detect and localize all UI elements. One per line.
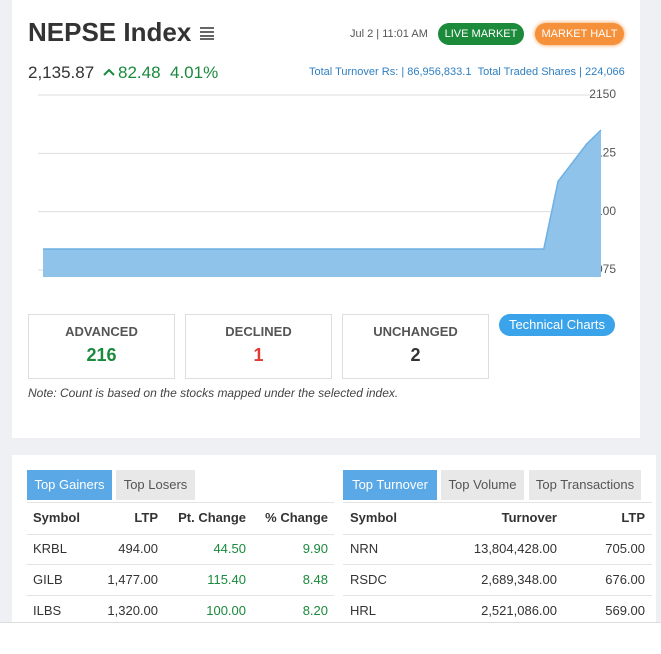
tab[interactable]: Top Turnover xyxy=(343,470,437,500)
cell: 569.00 xyxy=(605,603,645,618)
row-border xyxy=(27,564,334,596)
row-border xyxy=(27,533,334,565)
date: Jul 2 | 11:01 AM xyxy=(350,28,428,40)
stat-value: 216 xyxy=(86,345,117,365)
stat-label: ADVANCED xyxy=(65,324,138,339)
cell: KRBL xyxy=(33,541,67,556)
stat-value: 1 xyxy=(253,345,264,365)
cell: 494.00 xyxy=(118,541,158,556)
live-market-button[interactable]: LIVE MARKET xyxy=(438,23,524,45)
cell: 705.00 xyxy=(605,541,645,556)
tab[interactable]: Top Volume xyxy=(441,470,524,500)
row-border xyxy=(343,564,652,596)
up-arrow xyxy=(103,68,115,76)
index-value: 2,135.87 xyxy=(28,63,95,82)
stat-box: UNCHANGED 2 xyxy=(342,314,489,379)
cell: 1,320.00 xyxy=(107,603,158,618)
market-halt-button[interactable]: MARKET HALT xyxy=(535,23,624,45)
stat-value: 2 xyxy=(410,345,421,365)
technical-charts-button[interactable]: Technical Charts xyxy=(499,314,615,336)
menu-icon[interactable] xyxy=(200,26,214,40)
table: Symbol Turnover LTP NRN 13,804,428.00 705.00 R… xyxy=(343,502,652,622)
row-border xyxy=(27,595,334,622)
shares-label: Total Traded Shares | xyxy=(477,66,582,78)
column-header: LTP xyxy=(134,510,158,525)
title: NEPSE Index xyxy=(28,17,192,47)
column-header: Pt. Change xyxy=(178,510,246,525)
turnover-value: 86,956,833.1 xyxy=(407,66,472,78)
row-border xyxy=(27,502,334,535)
cell: 100.00 xyxy=(206,603,246,618)
tables: Top Gainers Top Losers Top Turnover Top Vol… xyxy=(27,470,652,622)
column-header: LTP xyxy=(621,510,645,525)
cell: 2,689,348.00 xyxy=(481,572,557,587)
index-change: 82.48 xyxy=(118,63,161,82)
line xyxy=(43,129,602,250)
index-percent: 4.01% xyxy=(170,63,219,82)
cell: ILBS xyxy=(33,603,62,618)
cell: GILB xyxy=(33,572,63,587)
note: Note: Count is based on the stocks mappe… xyxy=(28,386,399,400)
tab[interactable]: Top Gainers xyxy=(27,470,112,500)
tab[interactable]: Top Transactions xyxy=(529,470,641,500)
stat-box: DECLINED 1 xyxy=(185,314,332,379)
column-header: % Change xyxy=(265,510,328,525)
cell: 115.40 xyxy=(207,572,246,587)
cell: 676.00 xyxy=(605,572,645,587)
cell: 44.50 xyxy=(213,541,246,556)
stat-label: UNCHANGED xyxy=(373,324,458,339)
index-card xyxy=(12,0,640,438)
area xyxy=(43,129,601,277)
cell: 9.90 xyxy=(302,541,328,556)
tab[interactable]: Top Losers xyxy=(116,470,195,500)
row-border xyxy=(343,502,652,535)
column-header: Turnover xyxy=(501,510,557,525)
cell: HRL xyxy=(350,603,377,618)
cell: RSDC xyxy=(350,572,387,587)
column-header: Symbol xyxy=(350,510,397,525)
footer xyxy=(0,622,661,654)
cell: NRN xyxy=(350,541,379,556)
stat-label: DECLINED xyxy=(225,324,292,339)
turnover-label: Total Turnover Rs: | xyxy=(309,66,405,78)
cell: 8.20 xyxy=(302,603,328,618)
cell: 2,521,086.00 xyxy=(481,603,557,618)
cell: 13,804,428.00 xyxy=(473,541,557,556)
table: Symbol LTP Pt. Change % Change KRBL 494.00 44.… xyxy=(27,502,334,622)
row-border xyxy=(343,533,652,565)
cell: 8.48 xyxy=(302,572,328,587)
stat-box: ADVANCED 216 xyxy=(28,314,175,379)
cell: 1,477.00 xyxy=(107,572,158,587)
shares-value: 224,066 xyxy=(585,66,625,78)
column-header: Symbol xyxy=(33,510,80,525)
turnover-info: Total Turnover Rs: | 86,956,833.1 Total … xyxy=(309,66,625,78)
y-tick-label: 2150 xyxy=(589,87,616,101)
